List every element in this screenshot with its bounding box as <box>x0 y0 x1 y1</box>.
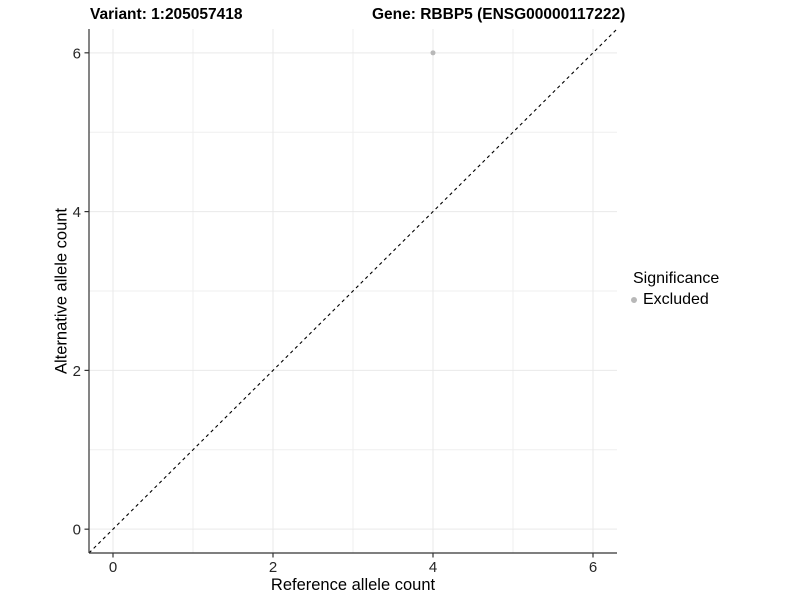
x-tick-label: 0 <box>109 559 117 576</box>
legend: Significance Excluded <box>631 270 719 309</box>
excluded-point-swatch <box>631 297 637 303</box>
x-axis-title: Reference allele count <box>270 576 436 594</box>
y-tick-label: 4 <box>73 204 81 221</box>
y-tick-label: 2 <box>73 363 81 380</box>
identity-dashed-line <box>88 28 618 554</box>
plot-title-gene: Gene: RBBP5 (ENSG00000117222) <box>372 6 626 23</box>
plot-title-variant: Variant: 1:205057418 <box>90 6 243 23</box>
y-tick-label: 6 <box>73 45 81 62</box>
x-tick-label: 6 <box>589 559 597 576</box>
x-tick-label: 2 <box>269 559 277 576</box>
y-tick-label: 0 <box>73 522 81 539</box>
data-point <box>430 50 436 56</box>
legend-title: Significance <box>633 270 720 287</box>
x-tick-label: 4 <box>429 559 437 576</box>
y-axis-title: Alternative allele count <box>52 207 71 375</box>
legend-item-excluded: Excluded <box>631 291 719 309</box>
legend-item-label: Excluded <box>643 291 709 308</box>
